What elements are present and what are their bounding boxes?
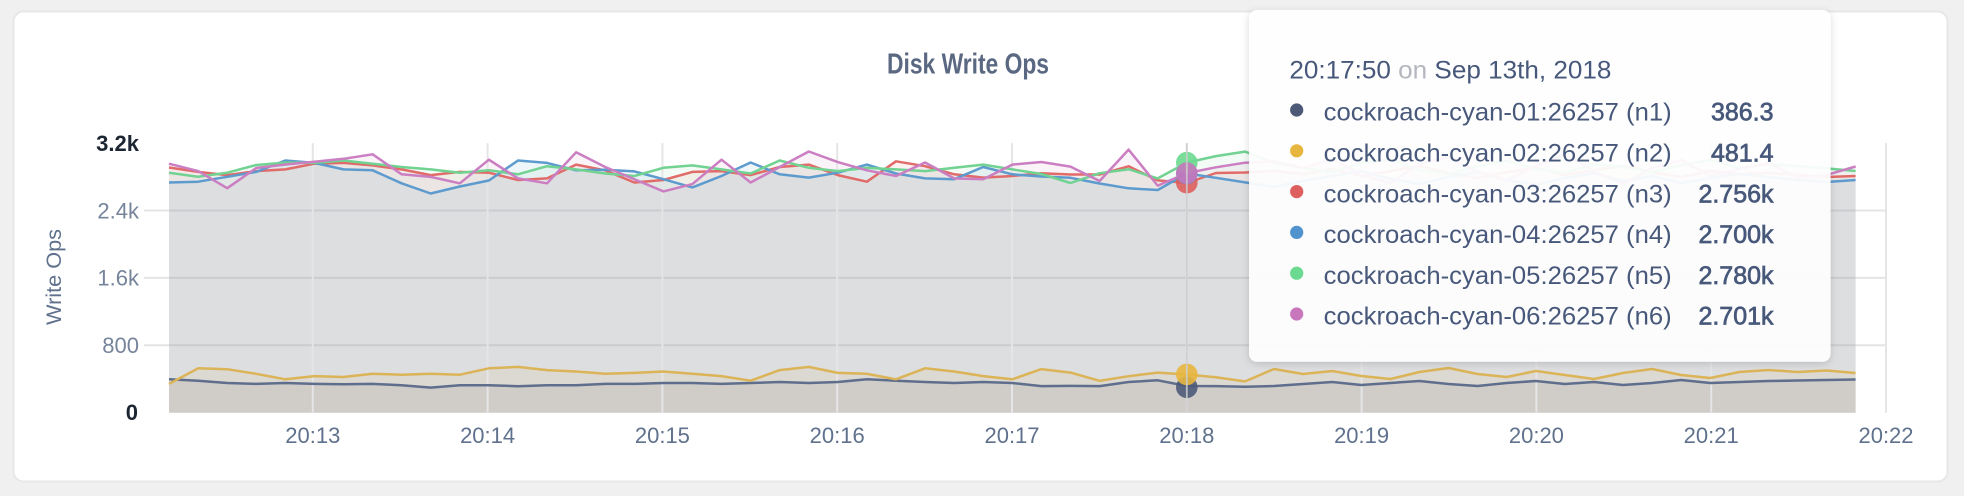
- svg-text:2.4k: 2.4k: [97, 198, 140, 223]
- svg-text:Disk Write Ops: Disk Write Ops: [887, 49, 1049, 81]
- svg-text:20:21: 20:21: [1684, 423, 1739, 448]
- svg-text:0: 0: [126, 400, 138, 425]
- svg-text:2.701k: 2.701k: [1698, 303, 1774, 331]
- svg-text:20:17: 20:17: [984, 423, 1039, 448]
- svg-text:3.2k: 3.2k: [96, 131, 140, 156]
- svg-text:20:22: 20:22: [1858, 423, 1913, 448]
- svg-text:cockroach-cyan-04:26257 (n4): cockroach-cyan-04:26257 (n4): [1324, 221, 1672, 249]
- svg-text:2.700k: 2.700k: [1698, 221, 1774, 249]
- svg-text:cockroach-cyan-02:26257 (n2): cockroach-cyan-02:26257 (n2): [1324, 140, 1672, 168]
- svg-text:20:18: 20:18: [1159, 423, 1214, 448]
- svg-text:800: 800: [102, 333, 139, 358]
- svg-text:20:13: 20:13: [285, 423, 340, 448]
- svg-text:20:19: 20:19: [1334, 423, 1389, 448]
- svg-text:cockroach-cyan-06:26257 (n6): cockroach-cyan-06:26257 (n6): [1324, 303, 1672, 331]
- svg-text:2.756k: 2.756k: [1698, 180, 1774, 208]
- svg-text:cockroach-cyan-01:26257 (n1): cockroach-cyan-01:26257 (n1): [1324, 99, 1672, 127]
- svg-text:20:20: 20:20: [1509, 423, 1564, 448]
- svg-text:cockroach-cyan-05:26257 (n5): cockroach-cyan-05:26257 (n5): [1324, 262, 1672, 290]
- svg-text:386.3: 386.3: [1711, 99, 1774, 127]
- svg-text:481.4: 481.4: [1711, 140, 1774, 168]
- svg-text:20:14: 20:14: [460, 423, 515, 448]
- svg-text:20:16: 20:16: [810, 423, 865, 448]
- svg-text:20:15: 20:15: [635, 423, 690, 448]
- svg-text:20:17:50 on Sep 13th, 2018: 20:17:50 on Sep 13th, 2018: [1289, 56, 1611, 84]
- svg-text:2.780k: 2.780k: [1698, 262, 1774, 290]
- svg-text:cockroach-cyan-03:26257 (n3): cockroach-cyan-03:26257 (n3): [1324, 180, 1672, 208]
- svg-text:Write Ops: Write Ops: [43, 229, 66, 325]
- svg-text:1.6k: 1.6k: [97, 266, 140, 291]
